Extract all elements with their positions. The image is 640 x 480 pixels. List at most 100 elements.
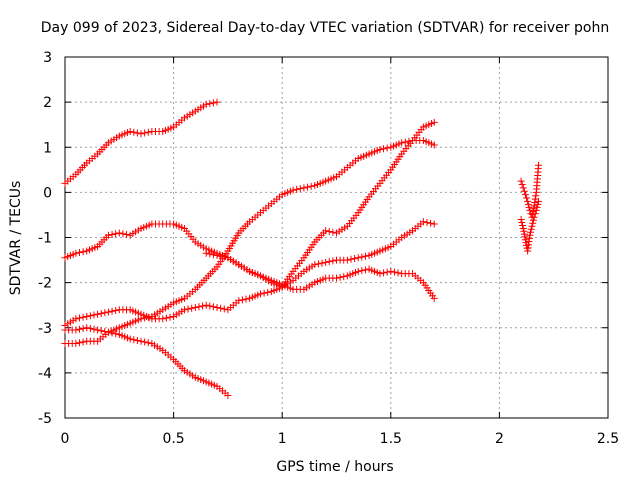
data-point-marker [86,312,94,320]
data-point-marker [427,219,435,227]
x-tick-label: 2.5 [597,431,619,447]
data-point-marker [90,325,98,333]
data-point-marker [289,186,297,194]
data-point-marker [159,315,167,323]
data-point-marker [206,302,214,310]
data-point-marker [524,197,532,205]
data-point-marker [79,248,87,256]
data-point-marker [531,210,539,218]
x-tick-label: 2 [495,431,504,447]
data-point-marker [519,184,527,192]
data-point-marker [534,197,542,205]
data-point-marker [318,259,326,267]
data-point-marker [162,314,170,322]
data-point-marker [97,309,105,317]
x-axis-label: GPS time / hours [276,459,393,475]
data-point-marker [184,305,192,313]
data-point-marker [75,314,83,322]
data-point-marker [383,268,391,276]
data-point-marker [220,253,228,261]
data-point-marker [104,308,112,316]
data-point-marker [112,306,120,314]
data-point-marker [202,100,210,108]
series-s3 [61,218,438,329]
data-point-marker [322,258,330,266]
data-point-marker [94,310,102,318]
data-point-marker [526,231,534,239]
data-point-marker [361,252,369,260]
grid-lines [65,57,608,418]
y-tick-label: -1 [38,231,52,247]
data-point-marker [380,269,388,277]
data-point-marker [529,219,537,227]
data-point-marker [430,141,438,149]
data-point-marker [530,202,538,210]
data-point-marker [354,254,362,262]
data-point-marker [518,180,526,188]
data-point-marker [390,268,398,276]
data-point-marker [354,267,362,275]
data-point-marker [517,215,525,223]
chart-title: Day 099 of 2023, Sidereal Day-to-day VTE… [41,20,609,36]
data-point-marker [112,330,120,338]
data-point-marker [83,312,91,320]
data-point-marker [530,213,538,221]
data-point-marker [72,249,80,257]
data-point-marker [304,183,312,191]
data-point-marker [115,229,123,237]
data-point-marker [256,290,264,298]
data-point-marker [206,100,214,108]
data-point-marker [419,218,427,226]
data-point-marker [72,326,80,334]
data-point-marker [242,295,250,303]
data-point-marker [307,182,315,190]
data-point-marker [398,139,406,147]
series-s5 [61,324,232,399]
data-point-marker [72,340,80,348]
data-point-marker [376,270,384,278]
data-point-marker [75,249,83,257]
data-point-marker [86,325,94,333]
data-point-marker [430,220,438,228]
data-point-marker [130,128,138,136]
axis-ticks [64,56,609,419]
data-point-marker [430,294,438,302]
x-tick-labels: 0 0.5 1 1.5 2 2.5 [61,431,620,447]
x-tick-label: 1 [278,431,287,447]
data-point-marker [534,200,542,208]
data-point-marker [520,187,528,195]
data-point-marker [518,218,526,226]
data-point-marker [519,221,527,229]
data-point-marker [79,313,87,321]
data-point-marker [72,315,80,323]
data-point-marker [144,128,152,136]
data-point-marker [141,338,149,346]
data-point-marker [104,328,112,336]
series-s6 [202,118,438,291]
data-point-marker [144,313,152,321]
data-point-marker [528,222,536,230]
y-tick-label: -4 [38,366,52,382]
data-point-marker [209,303,217,311]
data-point-marker [333,274,340,282]
series-s8 [517,197,542,255]
data-point-marker [90,311,98,319]
data-point-marker [340,273,348,281]
data-point-marker [300,184,308,192]
data-point-marker [527,228,535,236]
data-point-marker [101,328,109,336]
data-point-marker [180,306,188,314]
data-point-marker [383,144,391,152]
data-point-marker [209,99,217,107]
data-point-marker [97,327,105,335]
data-point-marker [220,305,228,313]
data-point-marker [224,391,232,399]
y-tick-label: -2 [38,276,52,292]
data-point-marker [523,194,531,202]
data-point-marker [217,304,225,312]
data-point-marker [209,251,217,259]
data-point-marker [376,146,384,154]
data-point-marker [311,261,319,269]
data-point-marker [133,337,141,345]
data-point-marker [123,230,131,238]
